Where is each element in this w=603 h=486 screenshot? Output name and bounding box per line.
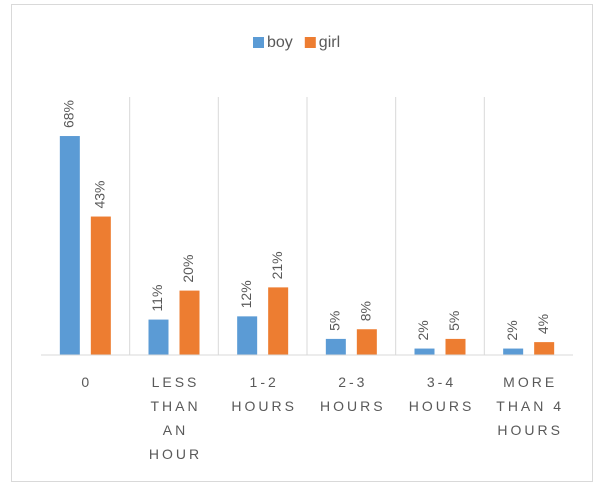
legend-swatch	[304, 37, 316, 48]
bar	[414, 348, 435, 355]
data-label: 5%	[446, 311, 462, 331]
bar	[237, 316, 258, 355]
bar	[445, 338, 466, 355]
data-label: 43%	[92, 181, 108, 209]
bar	[356, 329, 377, 355]
legend-label: girl	[319, 34, 340, 51]
data-label: 2%	[415, 320, 431, 340]
data-label: 5%	[327, 311, 343, 331]
x-tick-label: LESS THAN AN HOUR	[149, 374, 202, 462]
legend-swatch	[253, 37, 264, 48]
legend-label: boy	[267, 34, 293, 51]
data-label: 2%	[504, 320, 520, 340]
bar	[179, 290, 200, 355]
data-label: 4%	[535, 314, 551, 334]
x-tick-label: MORE THAN 4 HOURS	[496, 374, 564, 438]
bar	[268, 287, 289, 355]
bar	[325, 338, 346, 355]
bar	[503, 348, 524, 355]
bar	[90, 216, 111, 355]
data-label: 68%	[61, 100, 77, 128]
x-tick-label: 3-4 HOURS	[409, 374, 475, 414]
data-label: 12%	[238, 280, 254, 308]
bar	[59, 136, 80, 355]
data-label: 8%	[358, 301, 374, 321]
data-label: 11%	[149, 285, 165, 312]
x-tick-label: 2-3 HOURS	[320, 374, 386, 414]
bar	[534, 342, 555, 355]
x-tick-label: 1-2 HOURS	[231, 374, 297, 414]
data-label: 20%	[180, 255, 196, 283]
x-tick-label: 0	[81, 374, 92, 390]
legend: boy girl	[253, 34, 340, 51]
bar	[148, 319, 169, 355]
data-label: 21%	[269, 251, 285, 279]
